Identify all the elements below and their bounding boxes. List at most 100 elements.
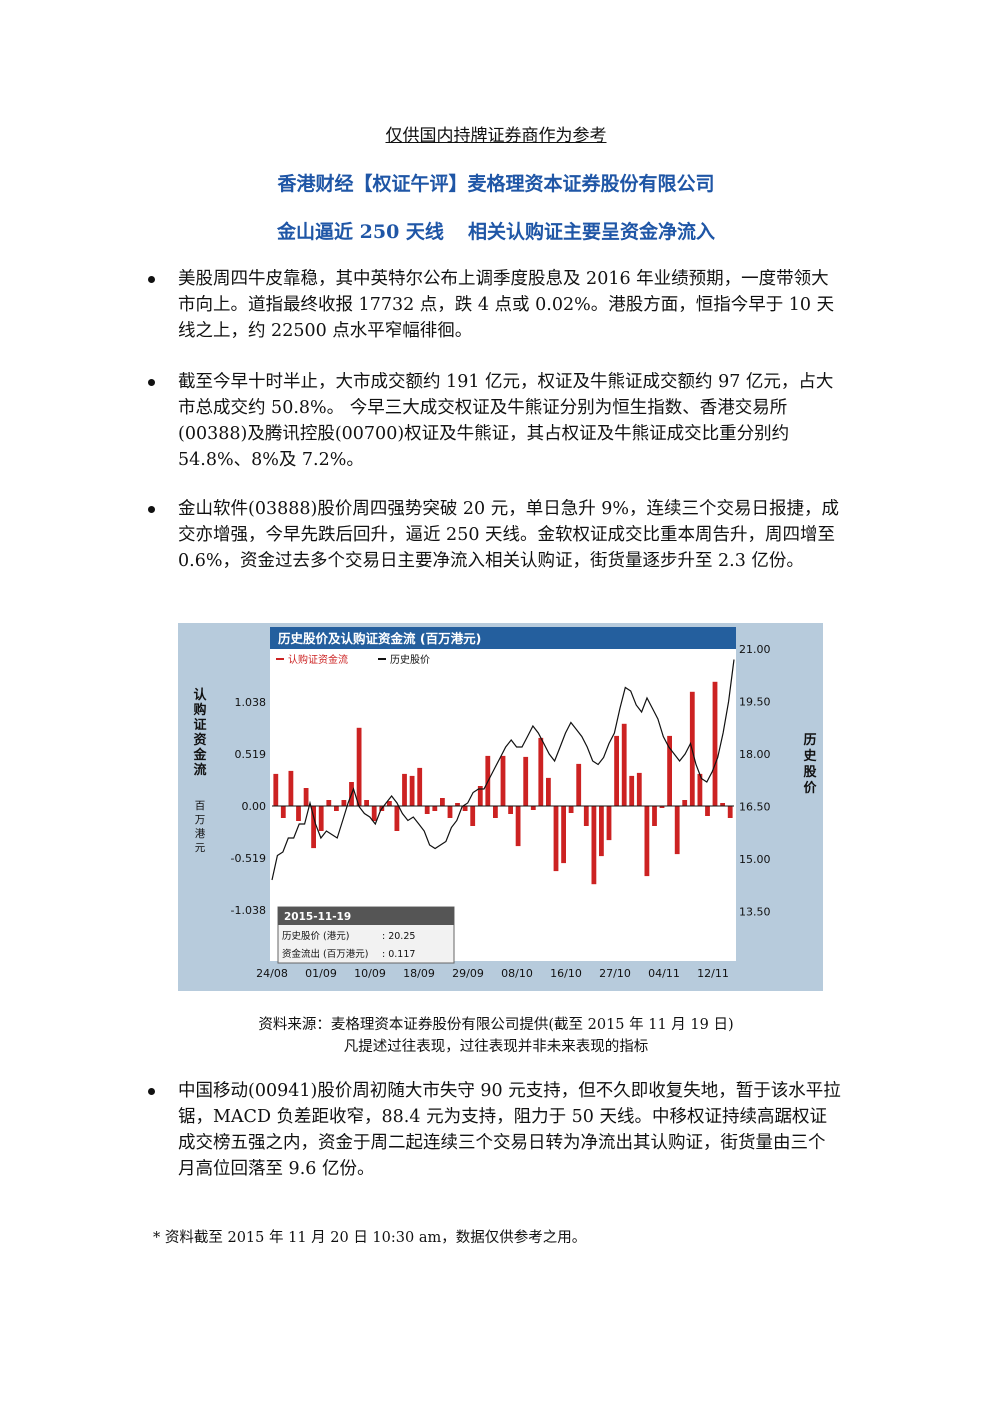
flow-bar (659, 806, 665, 808)
flow-bar (712, 681, 718, 806)
flow-bar (583, 806, 589, 826)
flow-bar (682, 800, 688, 806)
legend-label-price: 历史股价 (390, 654, 430, 666)
fund-flow-chart: 历史股价及认购证资金流 (百万港元) 认购证资金流 历史股价 1.038 0.51… (178, 623, 823, 991)
tooltip-price-label: 历史股价 (港元) (282, 930, 349, 942)
flow-bar (387, 801, 392, 806)
flow-bar (576, 763, 582, 806)
right-tick-label: 18.00 (739, 748, 771, 761)
bullet-dot (148, 1088, 155, 1095)
subtitle-part-a: 金山逼近 250 天线 (277, 221, 444, 243)
tooltip-box: 2015-11-19 历史股价 (港元) : 20.25 资金流出 (百万港元)… (277, 906, 455, 964)
flow-bar (553, 806, 559, 872)
bullet-item: 截至今早十时半止，大市成交额约 191 亿元，权证及牛熊证成交额约 97 亿元，… (148, 369, 842, 473)
flow-bar (371, 806, 377, 821)
bullet-dot (148, 379, 155, 386)
svg-text:百万港元: 百万港元 (195, 800, 206, 854)
flow-bar (470, 806, 476, 826)
x-tick-label: 01/09 (305, 967, 337, 980)
legend: 认购证资金流 历史股价 (276, 653, 430, 666)
flow-bar (674, 806, 680, 855)
flow-bar (311, 806, 316, 849)
tooltip-date: 2015-11-19 (284, 911, 351, 923)
flow-bar (606, 806, 612, 841)
price-line-series (271, 659, 735, 881)
tooltip-header (278, 907, 454, 925)
bullet-text: 金山软件(03888)股价周四强势突破 20 元，单日急升 9%，连续三个交易日… (178, 499, 840, 571)
flow-bar (727, 806, 733, 818)
right-tick-label: 13.50 (739, 906, 771, 919)
bullet-dot (148, 506, 155, 513)
flow-bar (705, 806, 710, 816)
left-tick-label: -0.519 (231, 852, 266, 865)
x-tick-label: 12/11 (697, 967, 729, 980)
flow-bar (462, 806, 468, 811)
flow-bar (599, 806, 604, 857)
flow-bar (515, 806, 521, 847)
x-tick-label: 24/08 (256, 967, 288, 980)
flow-bar (568, 806, 574, 813)
flow-bar (621, 723, 627, 806)
bullet-text: 中国移动(00941)股价周初随大市失守 90 元支持，但不久即收复失地，暂于该… (178, 1081, 841, 1179)
flow-bar (409, 775, 415, 806)
bullet-text: 截至今早十时半止，大市成交额约 191 亿元，权证及牛熊证成交额约 97 亿元，… (178, 372, 834, 470)
disclaimer-note: 仅供国内持牌证券商作为参考 (385, 126, 607, 146)
flow-bar (455, 803, 460, 806)
x-tick-label: 29/09 (452, 967, 484, 980)
flow-bar (326, 800, 332, 806)
flow-bar (561, 806, 566, 864)
bullet-item: 中国移动(00941)股价周初随大市失守 90 元支持，但不久即收复失地，暂于该… (148, 1078, 842, 1182)
right-tick-label: 16.50 (739, 801, 771, 814)
flow-bar (447, 806, 453, 818)
svg-text:历史股价: 历史股价 (803, 733, 817, 796)
flow-bar (614, 735, 619, 806)
flow-bar (364, 800, 369, 806)
flow-bar (334, 806, 339, 811)
x-tick-label: 27/10 (599, 967, 631, 980)
flow-bar (288, 770, 294, 806)
flow-bar (417, 767, 423, 806)
flow-bar (280, 806, 286, 818)
x-tick-label: 18/09 (403, 967, 435, 980)
data-footnote: * 资料截至 2015 年 11 月 20 日 10:30 am，数据仅供参考之… (153, 1230, 587, 1246)
left-tick-label: 0.519 (235, 748, 267, 761)
flow-bar (402, 773, 407, 806)
left-tick-label: 1.038 (235, 696, 267, 709)
tooltip-price-value: : 20.25 (382, 931, 415, 942)
legend-label-flow: 认购证资金流 (288, 653, 348, 666)
flow-bar (538, 737, 544, 806)
flow-bar (667, 735, 672, 806)
flow-bar (546, 777, 551, 806)
flow-bar (273, 773, 279, 806)
flow-bar (652, 806, 657, 826)
chart-header-bar (270, 627, 736, 649)
flow-bar (644, 806, 650, 877)
tooltip-flow-label: 资金流出 (百万港元) (282, 948, 368, 960)
report-title: 香港财经【权证午评】麦格理资本证券股份有限公司 (277, 173, 715, 195)
bullet-text: 美股周四牛皮靠稳，其中英特尔公布上调季度股息及 2016 年业绩预期，一度带领大… (178, 269, 835, 341)
x-tick-label: 04/11 (648, 967, 680, 980)
flow-bar (508, 806, 513, 814)
chart-source-line: 资料来源：麦格理资本证券股份有限公司提供(截至 2015 年 11 月 19 日… (258, 1017, 734, 1033)
bullet-item: 金山软件(03888)股价周四强势突破 20 元，单日急升 9%，连续三个交易日… (148, 496, 842, 574)
chart-disclaimer-line: 凡提述过往表现，过往表现并非未来表现的指标 (343, 1039, 649, 1055)
tooltip-flow-value: : 0.117 (382, 949, 415, 960)
flow-bar (477, 786, 483, 806)
flow-bar (591, 806, 597, 885)
flow-bar (697, 773, 703, 806)
right-tick-label: 19.50 (739, 696, 771, 709)
bullet-dot (148, 276, 155, 283)
flow-bar (530, 806, 536, 810)
bullet-item: 美股周四牛皮靠稳，其中英特尔公布上调季度股息及 2016 年业绩预期，一度带领大… (148, 266, 842, 344)
flow-bar (318, 806, 324, 831)
chart-title: 历史股价及认购证资金流 (百万港元) (278, 631, 481, 646)
flow-bar (493, 806, 498, 818)
flow-bar (720, 803, 725, 806)
flow-bar (356, 727, 362, 806)
flow-bar (523, 756, 529, 806)
svg-text:认购证资金流: 认购证资金流 (192, 687, 207, 778)
flow-bar (341, 800, 347, 806)
flow-bar (440, 798, 445, 806)
right-tick-label: 21.00 (739, 643, 771, 656)
flow-bar (432, 806, 438, 811)
